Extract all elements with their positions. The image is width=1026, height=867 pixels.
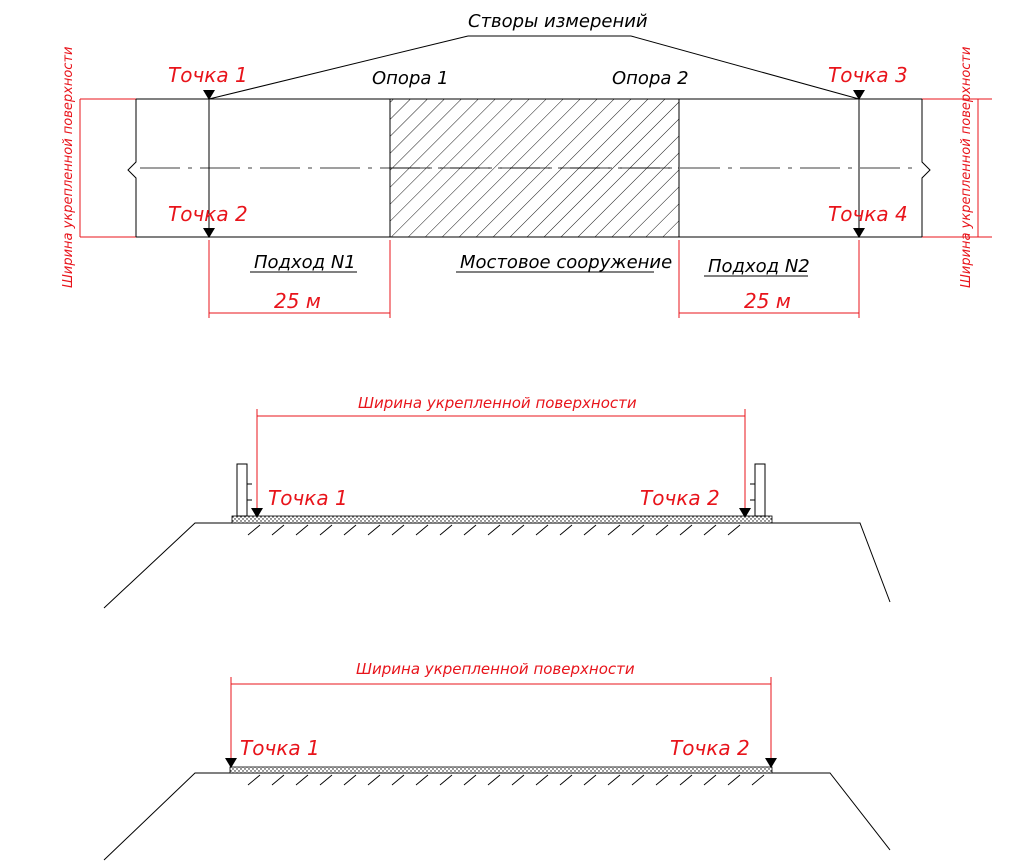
barrier-left [236, 463, 252, 517]
section-2-point-1-marker [225, 758, 237, 768]
ground-hatch-2 [247, 774, 765, 786]
point-4-label: Точка 4 [828, 202, 908, 226]
point-2-label: Точка 2 [168, 202, 248, 226]
approach-2-label: Подход N2 [708, 256, 810, 277]
bridge-label: Мостовое сооружение [460, 252, 672, 273]
section-2-point-2-marker [765, 758, 777, 768]
opora-2-label: Опора 2 [612, 68, 689, 89]
embankment-2 [103, 772, 891, 861]
break-line-left [127, 99, 137, 237]
point-1-label: Точка 1 [168, 63, 248, 87]
cross-section-2: Ширина укрепленной поверхности Точка 1 Т… [103, 660, 891, 861]
point-3-label: Точка 3 [828, 63, 908, 87]
embankment-1 [103, 522, 891, 609]
width-label-right: Ширина укрепленной поверхности [959, 47, 974, 288]
section-2-point-1-label: Точка 1 [240, 736, 320, 760]
section-2-point-2-label: Точка 2 [670, 736, 750, 760]
section-2-width-label: Ширина укрепленной поверхности [356, 660, 635, 678]
section-1-point-1-marker [251, 508, 263, 518]
stvory-leader-left [208, 35, 469, 100]
section-1-width-label: Ширина укрепленной поверхности [358, 394, 637, 412]
point-4-marker [853, 228, 865, 238]
opora-1-label: Опора 1 [372, 68, 449, 89]
ground-hatch-1 [247, 524, 741, 536]
stvory-leader-right [630, 35, 860, 100]
barrier-right [750, 463, 766, 517]
dim-1-value: 25 м [274, 289, 321, 313]
break-line-right [921, 99, 931, 237]
section-1-point-1-label: Точка 1 [268, 486, 348, 510]
section-1-point-2-marker [739, 508, 751, 518]
width-label-left: Ширина укрепленной поверхности [61, 47, 76, 288]
cross-section-1: Ширина укрепленной поверхности Точка 1 Т… [103, 394, 891, 609]
approach-1-label: Подход N1 [254, 252, 356, 273]
point-2-marker [203, 228, 215, 238]
pavement-2 [229, 766, 773, 774]
plan-view: Створы измерений Опора 1 Опора 2 Точка 1… [61, 11, 992, 318]
dim-2-value: 25 м [744, 289, 791, 313]
point-3-marker [853, 90, 865, 100]
section-1-point-2-label: Точка 2 [640, 486, 720, 510]
pavement-1 [231, 515, 773, 524]
stvory-label: Створы измерений [468, 11, 648, 32]
point-1-marker [203, 90, 215, 100]
